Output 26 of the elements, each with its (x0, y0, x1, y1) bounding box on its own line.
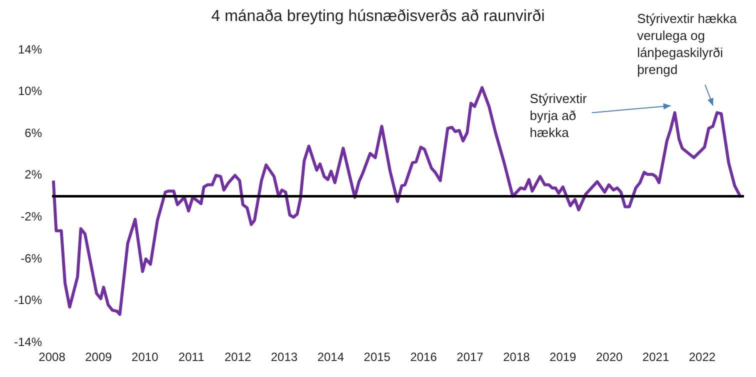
annotation: Stýrivextir byrja að hækka (530, 90, 588, 140)
x-tick-label: 2008 (38, 350, 66, 364)
x-tick-label: 2016 (410, 350, 438, 364)
y-tick-label: -2% (20, 210, 42, 224)
x-tick-label: 2022 (688, 350, 716, 364)
y-tick-label: -6% (20, 251, 42, 266)
y-tick-label: 14% (18, 42, 42, 56)
y-tick-label: 6% (24, 126, 42, 140)
x-tick-label: 2019 (550, 350, 577, 364)
y-tick-label: 2% (24, 168, 42, 182)
x-tick-label: 2020 (596, 350, 623, 364)
annotation: Stýrivextir hækka verulega og lánþegaskilyrði þrengd (637, 10, 738, 77)
chart-title: 4 mánaða breyting húsnæðisverðs að raunvirði (211, 8, 545, 25)
x-tick-label: 2013 (270, 350, 298, 364)
x-tick-label: 2014 (317, 350, 344, 364)
x-tick-label: 2011 (178, 350, 205, 364)
x-tick-label: 2015 (364, 350, 391, 364)
y-tick-label: 10% (18, 84, 42, 98)
y-tick-label: -10% (14, 293, 42, 308)
x-tick-label: 2010 (132, 350, 159, 364)
x-tick-label: 2017 (456, 350, 484, 364)
x-tick-label: 2012 (224, 350, 252, 364)
x-tick-label: 2021 (642, 350, 670, 364)
x-tick-label: 2018 (503, 350, 530, 364)
y-tick-label: -14% (14, 334, 42, 349)
x-tick-label: 2009 (85, 350, 112, 364)
